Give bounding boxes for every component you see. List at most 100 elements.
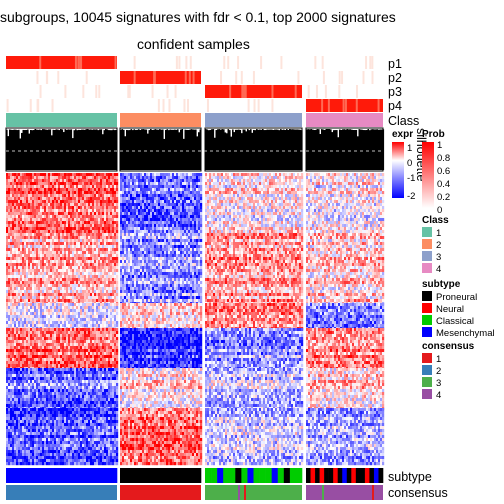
heatmap-cell: [217, 206, 219, 209]
heatmap-cell: [16, 221, 18, 224]
heatmap-cell: [112, 173, 114, 176]
heatmap-cell: [247, 227, 249, 230]
heatmap-cell: [130, 206, 132, 209]
heatmap-cell: [152, 206, 154, 209]
heatmap-cell: [334, 209, 336, 212]
heatmap-cell: [174, 230, 176, 233]
heatmap-cell: [380, 212, 382, 215]
heatmap-cell: [360, 185, 362, 188]
heatmap-cell: [20, 188, 22, 191]
heatmap-cell: [192, 212, 194, 215]
heatmap-cell: [360, 242, 362, 245]
heatmap-cell: [176, 215, 178, 218]
heatmap-cell: [152, 194, 154, 197]
heatmap-cell: [198, 242, 200, 245]
heatmap-cell: [94, 173, 96, 176]
heatmap-cell: [74, 236, 76, 239]
heatmap-cell: [221, 194, 223, 197]
silhouette-bar: [128, 130, 130, 170]
heatmap-cell: [58, 200, 60, 203]
heatmap-cell: [116, 236, 118, 239]
heatmap-cell: [320, 188, 322, 191]
heatmap-cell: [52, 188, 54, 191]
heatmap-cell: [120, 176, 122, 179]
silhouette-bar: [66, 130, 68, 170]
heatmap-cell: [16, 212, 18, 215]
heatmap-cell: [82, 230, 84, 233]
heatmap-cell: [263, 200, 265, 203]
silhouette-bar: [371, 129, 373, 170]
heatmap-cell: [217, 221, 219, 224]
heatmap-cell: [370, 188, 372, 191]
heatmap-cell: [122, 239, 124, 242]
heatmap-cell: [22, 215, 24, 218]
heatmap-cell: [223, 236, 225, 239]
heatmap-cell: [382, 239, 384, 242]
heatmap-cell: [249, 215, 251, 218]
silhouette-bar: [152, 130, 154, 170]
silhouette-bar: [21, 133, 23, 170]
silhouette-bar: [256, 129, 258, 170]
heatmap-cell: [253, 218, 255, 221]
heatmap-cell: [243, 242, 245, 245]
silhouette-bar: [114, 130, 116, 170]
heatmap-cell: [322, 212, 324, 215]
heatmap-cell: [316, 221, 318, 224]
silhouette-bar: [369, 130, 371, 170]
heatmap-cell: [68, 218, 70, 221]
heatmap-cell: [186, 245, 188, 248]
heatmap-cell: [279, 185, 281, 188]
heatmap-cell: [116, 179, 118, 182]
heatmap-cell: [299, 182, 301, 185]
heatmap-cell: [140, 191, 142, 194]
silhouette-bar: [258, 130, 260, 170]
silhouette-bar: [359, 129, 361, 170]
heatmap-cell: [178, 185, 180, 188]
heatmap-cell: [16, 209, 18, 212]
heatmap-cell: [358, 233, 360, 236]
heatmap-cell: [64, 203, 66, 206]
heatmap-cell: [136, 215, 138, 218]
silhouette-bar: [12, 130, 14, 170]
heatmap-cell: [273, 173, 275, 176]
heatmap-cell: [6, 182, 8, 185]
heatmap-cell: [312, 215, 314, 218]
heatmap-cell: [368, 215, 370, 218]
heatmap-cell: [72, 239, 74, 242]
heatmap-cell: [312, 185, 314, 188]
heatmap-cell: [24, 203, 26, 206]
prob-cell-p2: [134, 71, 136, 84]
heatmap-cell: [144, 209, 146, 212]
silhouette-bar: [77, 130, 79, 170]
heatmap-cell: [12, 233, 14, 236]
heatmap-cell: [328, 236, 330, 239]
heatmap-cell: [366, 236, 368, 239]
heatmap-cell: [336, 245, 338, 248]
heatmap-cell: [227, 182, 229, 185]
heatmap-cell: [86, 224, 88, 227]
heatmap-cell: [58, 248, 60, 251]
heatmap-cell: [200, 224, 202, 227]
heatmap-cell: [62, 185, 64, 188]
heatmap-cell: [14, 203, 16, 206]
heatmap-cell: [114, 230, 116, 233]
heatmap-cell: [26, 179, 28, 182]
heatmap-cell: [255, 236, 257, 239]
heatmap-cell: [50, 209, 52, 212]
heatmap-cell: [108, 191, 110, 194]
heatmap-cell: [352, 206, 354, 209]
heatmap-cell: [346, 236, 348, 239]
heatmap-cell: [211, 245, 213, 248]
heatmap-cell: [273, 218, 275, 221]
heatmap-cell: [253, 191, 255, 194]
heatmap-cell: [320, 194, 322, 197]
silhouette-bar: [341, 130, 343, 170]
heatmap-cell: [54, 248, 56, 251]
heatmap-cell: [251, 206, 253, 209]
heatmap-cell: [54, 233, 56, 236]
heatmap-cell: [178, 245, 180, 248]
heatmap-cell: [62, 239, 64, 242]
heatmap-cell: [253, 236, 255, 239]
heatmap-cell: [285, 197, 287, 200]
heatmap-cell: [30, 206, 32, 209]
